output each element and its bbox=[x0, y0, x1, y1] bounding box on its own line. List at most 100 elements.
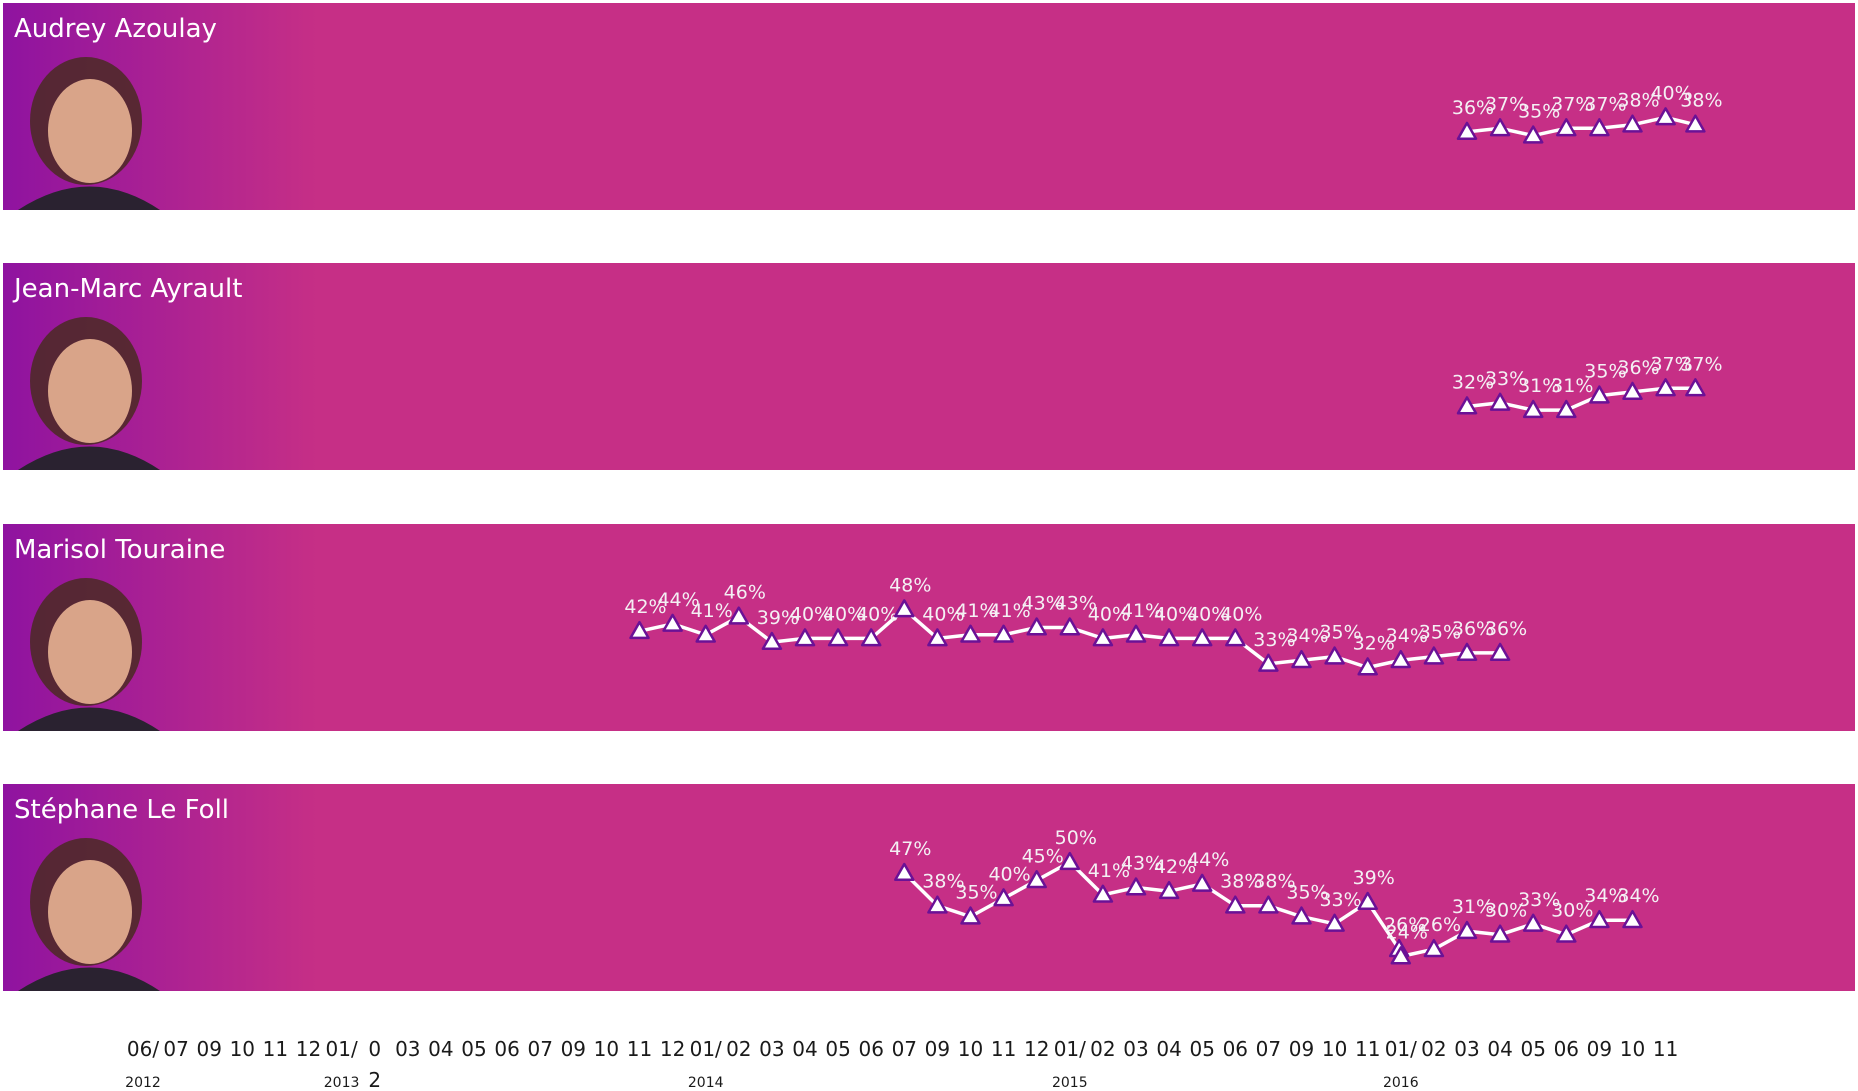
x-tick-label: 03 bbox=[759, 1037, 784, 1061]
data-point-marker bbox=[1556, 399, 1577, 419]
person-panel-1: Jean-Marc Ayrault32%33%31%31%35%36%37%37… bbox=[3, 263, 1855, 470]
data-label: 40% bbox=[988, 863, 1030, 885]
x-tick-label: 09 bbox=[925, 1037, 950, 1061]
x-tick-label: 01/ bbox=[1385, 1037, 1417, 1061]
data-point-marker bbox=[1258, 895, 1279, 914]
data-point-marker bbox=[1291, 906, 1312, 925]
x-tick-label: 11 bbox=[1355, 1037, 1380, 1061]
x-tick-label: 11 bbox=[1653, 1037, 1678, 1061]
x-tick-label: 02 bbox=[1421, 1037, 1446, 1061]
data-label: 40% bbox=[1154, 603, 1196, 625]
data-label: 40% bbox=[922, 603, 964, 625]
data-point-marker bbox=[993, 888, 1014, 907]
data-point-marker bbox=[1423, 646, 1445, 665]
x-tick-label: 05 bbox=[1520, 1037, 1545, 1061]
data-label: 38% bbox=[1220, 871, 1262, 893]
x-tick-label: 03 bbox=[1123, 1037, 1148, 1061]
x-tick-label: 12 bbox=[296, 1037, 321, 1061]
data-label: 36% bbox=[1452, 618, 1494, 640]
data-label: 37% bbox=[1551, 93, 1593, 115]
x-tick-label: 05 bbox=[825, 1037, 850, 1061]
data-label: 44% bbox=[657, 589, 699, 611]
person-photo-icon bbox=[18, 578, 160, 731]
data-point-marker bbox=[1059, 617, 1081, 636]
data-label: 35% bbox=[1286, 882, 1328, 904]
data-point-marker bbox=[1655, 107, 1676, 126]
data-point-marker bbox=[761, 631, 783, 651]
photo-face bbox=[48, 860, 132, 964]
x-tick-label: 12 bbox=[1024, 1037, 1049, 1061]
x-tick-label: 06 bbox=[858, 1037, 883, 1061]
data-point-marker bbox=[1026, 870, 1047, 889]
data-label: 36% bbox=[1617, 357, 1659, 379]
data-point-marker bbox=[1357, 891, 1378, 911]
data-point-marker bbox=[1026, 617, 1047, 636]
data-point-marker bbox=[1092, 884, 1114, 903]
x-tick-label: 04 bbox=[428, 1037, 453, 1061]
data-point-marker bbox=[1125, 877, 1147, 896]
data-label: 35% bbox=[955, 882, 997, 904]
data-point-marker bbox=[1158, 880, 1180, 900]
data-label: 36% bbox=[1485, 618, 1527, 640]
x-tick-label: 06/ bbox=[127, 1037, 159, 1061]
data-label: 48% bbox=[889, 574, 931, 596]
x-tick-label: 07 bbox=[1256, 1037, 1281, 1061]
x-tick-label: 11 bbox=[627, 1037, 652, 1061]
data-point-marker bbox=[1522, 125, 1544, 144]
data-point-marker bbox=[1489, 118, 1511, 137]
x-tick-label: 05 bbox=[461, 1037, 486, 1061]
data-label: 38% bbox=[1680, 90, 1722, 112]
data-point-marker bbox=[1357, 657, 1378, 676]
data-label: 32% bbox=[1353, 632, 1395, 654]
data-label: 46% bbox=[724, 582, 766, 604]
data-point-marker bbox=[728, 606, 750, 625]
person-photo-icon bbox=[18, 57, 160, 210]
data-point-marker bbox=[1556, 118, 1577, 137]
data-label: 37% bbox=[1650, 353, 1692, 375]
x-year-label: 2013 bbox=[324, 1075, 360, 1091]
person-name: Marisol Touraine bbox=[14, 535, 225, 565]
x-tick-label: 2 bbox=[368, 1068, 381, 1091]
x-tick-label: 01/ bbox=[326, 1037, 358, 1061]
x-year-label: 2012 bbox=[125, 1075, 161, 1091]
person-name: Audrey Azoulay bbox=[14, 14, 217, 44]
person-panel-3: Stéphane Le Foll47%38%35%40%45%50%41%43%… bbox=[3, 784, 1855, 991]
data-point-marker bbox=[1059, 851, 1081, 871]
person-photo-icon bbox=[18, 317, 160, 470]
data-label: 33% bbox=[1319, 889, 1361, 911]
data-label: 42% bbox=[1154, 856, 1196, 878]
data-label: 41% bbox=[988, 600, 1030, 622]
panel-background bbox=[3, 784, 1855, 991]
data-point-marker bbox=[1158, 628, 1180, 647]
x-tick-label: 04 bbox=[1156, 1037, 1181, 1061]
data-point-marker bbox=[1622, 381, 1643, 400]
x-tick-label: 03 bbox=[395, 1037, 420, 1061]
data-point-marker bbox=[1556, 924, 1577, 943]
data-label: 43% bbox=[1055, 593, 1097, 615]
photo-face bbox=[48, 600, 132, 704]
data-point-marker bbox=[1225, 628, 1246, 647]
data-point-marker bbox=[894, 599, 915, 618]
x-tick-label: 09 bbox=[196, 1037, 221, 1061]
x-tick-label: 09 bbox=[1587, 1037, 1612, 1061]
data-label: 47% bbox=[889, 838, 931, 860]
data-point-marker bbox=[629, 620, 650, 640]
data-point-marker bbox=[695, 624, 716, 643]
x-tick-label: 06 bbox=[1554, 1037, 1579, 1061]
data-point-marker bbox=[662, 613, 683, 632]
person-photo-icon bbox=[18, 838, 160, 991]
data-point-marker bbox=[927, 628, 948, 647]
panel-background bbox=[3, 524, 1855, 731]
data-label: 26% bbox=[1384, 914, 1426, 936]
x-tick-label: 05 bbox=[1189, 1037, 1214, 1061]
data-label: 41% bbox=[1088, 860, 1130, 882]
data-label: 33% bbox=[1485, 368, 1527, 390]
data-label: 33% bbox=[1253, 629, 1295, 651]
data-point-marker bbox=[1622, 909, 1643, 929]
x-tick-label: 10 bbox=[230, 1037, 255, 1061]
data-point-marker bbox=[1324, 646, 1345, 665]
data-label: 45% bbox=[1022, 845, 1064, 867]
data-point-marker bbox=[993, 624, 1014, 643]
data-point-marker bbox=[1423, 938, 1445, 958]
data-point-marker bbox=[1589, 909, 1610, 929]
